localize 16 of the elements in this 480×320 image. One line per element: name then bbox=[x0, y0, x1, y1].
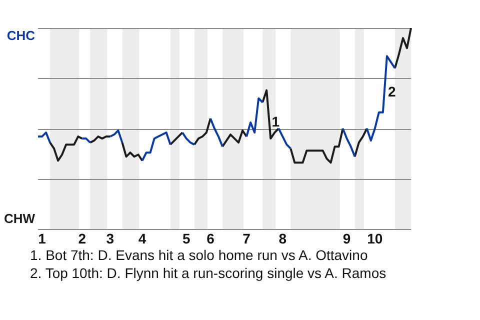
text: 1. Bot 7th: D. Evans hit a solo home run vs A. Ottavino bbox=[30, 246, 369, 264]
text: 2. Top 10th: D. Flynn hit a run-scoring single vs A. Ramos bbox=[30, 264, 386, 282]
x-tick-label: 2 bbox=[78, 230, 86, 246]
x-tick-label: 1 bbox=[38, 230, 46, 246]
x-tick-label: 9 bbox=[342, 230, 351, 246]
text: CHW bbox=[2, 211, 35, 226]
x-tick-label: 8 bbox=[278, 230, 287, 246]
x-tick-label: 5 bbox=[182, 230, 190, 246]
x-tick-label: 3 bbox=[106, 230, 114, 246]
x-tick-label: 4 bbox=[138, 230, 146, 246]
x-tick-label: 10 bbox=[367, 230, 383, 246]
text: CHC bbox=[6, 28, 35, 43]
x-tick-label: 6 bbox=[206, 230, 215, 246]
x-tick-label: 7 bbox=[242, 230, 251, 246]
annotation: 1 bbox=[272, 114, 280, 130]
annotation: 2 bbox=[388, 84, 396, 100]
